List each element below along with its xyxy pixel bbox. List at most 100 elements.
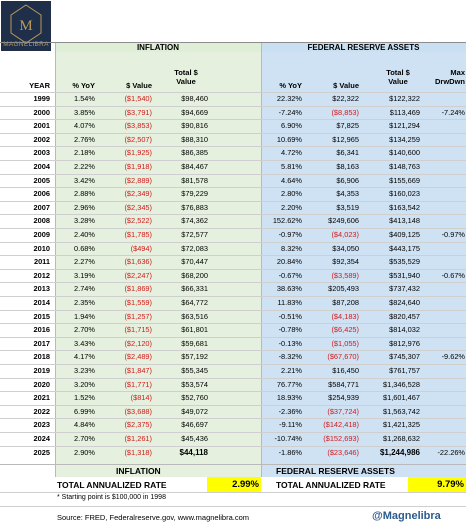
table-row: 2016 2.70% ($1,715) $61,801 -0.78% ($6,425) $8…: [0, 323, 466, 336]
cell-fpct: -7.24%: [278, 107, 302, 117]
cell-fval: $22,322: [332, 94, 359, 103]
cell-itot: $59,681: [181, 338, 208, 348]
cell-year: 2021: [33, 393, 50, 403]
cell-ftot: $1,601,467: [383, 393, 420, 403]
cell-ival: ($3,791): [124, 107, 152, 117]
cell-ftot: $443,175: [389, 243, 420, 253]
cell-year: 2019: [33, 366, 50, 375]
cell-year: 2023: [33, 420, 50, 430]
cell-ftot: $745,307: [389, 352, 420, 362]
cell-fpct: -1.86%: [278, 447, 302, 457]
row-separator: [0, 296, 466, 297]
cell-ipct: 1.52%: [74, 393, 95, 403]
header-year: YEAR: [29, 81, 50, 90]
inflation-rate-label: TOTAL ANNUALIZED RATE: [57, 480, 167, 490]
totals-rule: [0, 464, 466, 465]
cell-fpct: -9.11%: [279, 420, 302, 430]
cell-ftot: $531,940: [389, 270, 420, 280]
table-row: 2018 4.17% ($2,489) $57,192 -8.32% ($67,670) $…: [0, 350, 466, 363]
row-separator: [0, 418, 466, 420]
cell-ipct: 2.18%: [74, 148, 95, 158]
cell-fval: $3,519: [336, 202, 359, 212]
cell-fpct: 76.77%: [276, 379, 302, 389]
cell-fval: ($1,055): [331, 338, 359, 348]
cell-itot: $49,072: [181, 406, 208, 416]
cell-ipct: 1.54%: [74, 94, 95, 103]
cell-ipct: 2.40%: [74, 230, 95, 239]
header-fed-value: $ Value: [333, 81, 359, 90]
cell-ival: ($1,559): [124, 298, 152, 307]
cell-ipct: 2.70%: [74, 434, 95, 443]
table-row: 2008 3.28% ($2,522) $74,362 152.62% $249,606 $…: [0, 214, 466, 227]
cell-year: 2000: [33, 107, 50, 117]
cell-ipct: 3.43%: [74, 338, 95, 348]
footer-inflation-label: INFLATION: [116, 466, 161, 476]
cell-fval: $7,825: [336, 121, 359, 131]
cell-year: 2017: [33, 338, 50, 348]
cell-year: 2004: [33, 162, 50, 171]
cell-ftot: $737,432: [389, 284, 420, 294]
table-row: 2013 2.74% ($1,869) $66,331 38.63% $205,493 $7…: [0, 282, 466, 295]
cell-ftot: $812,976: [389, 338, 420, 348]
row-separator: [0, 146, 466, 148]
cell-year: 2005: [33, 175, 50, 185]
table-row: 2021 1.52% ($814) $52,760 18.93% $254,939 $1,6…: [0, 391, 466, 404]
cell-itot: $52,760: [181, 393, 208, 403]
cell-itot: $88,310: [181, 134, 208, 144]
header-fed-drawdown-line2: DrwDwn: [435, 77, 465, 86]
cell-ipct: 4.07%: [74, 121, 95, 131]
cell-itot: $63,516: [181, 311, 208, 321]
row-separator: [0, 119, 466, 121]
cell-year: 2008: [33, 216, 50, 226]
cell-ipct: 2.27%: [74, 257, 95, 267]
table-row: 2012 3.19% ($2,247) $68,200 -0.67% ($3,589) $5…: [0, 269, 466, 282]
table-row: 2020 3.20% ($1,771) $53,574 76.77% $584,771 $1…: [0, 378, 466, 391]
header-fed-total-line2: Value: [388, 77, 408, 86]
cell-year: 2010: [33, 243, 50, 253]
row-separator: [0, 105, 466, 107]
cell-fpct: 2.21%: [281, 366, 302, 375]
cell-ipct: 2.74%: [74, 284, 95, 294]
row-separator: [0, 268, 466, 270]
cell-ipct: 2.35%: [74, 298, 95, 307]
header-inf-pct: % YoY: [72, 81, 95, 90]
cell-ipct: 0.68%: [74, 243, 95, 253]
cell-fpct: 22.32%: [276, 94, 302, 103]
cell-year: 2020: [33, 379, 50, 389]
cell-fval: $6,341: [336, 148, 359, 158]
cell-fdd: -22.26%: [437, 447, 465, 457]
cell-fval: ($142,418): [323, 420, 359, 430]
cell-ftot: $1,268,632: [383, 434, 420, 443]
cell-fpct: 4.64%: [281, 175, 302, 185]
header-fed-total-line1: Total $: [386, 68, 410, 77]
cell-year: 2011: [33, 257, 50, 267]
cell-ival: ($2,120): [124, 338, 152, 348]
cell-ival: ($1,715): [124, 325, 152, 335]
table-row: 2006 2.88% ($2,349) $79,229 2.80% $4,353 $160,…: [0, 187, 466, 200]
cell-fval: $34,050: [332, 243, 359, 253]
row-separator: [0, 404, 466, 406]
cell-itot: $55,345: [181, 366, 208, 375]
divider-left: [55, 43, 56, 477]
cell-fval: $584,771: [328, 379, 359, 389]
starting-point-note: * Starting point is $100,000 in 1998: [57, 494, 166, 501]
inflation-section-header: INFLATION: [55, 43, 261, 52]
cell-ival: ($1,847): [124, 366, 152, 375]
row-separator: [0, 377, 466, 379]
cell-itot: $72,577: [181, 230, 208, 239]
table-row: 2003 2.18% ($1,925) $86,385 4.72% $6,341 $140,…: [0, 146, 466, 159]
cell-ftot: $535,529: [389, 257, 420, 267]
table-row: 2011 2.27% ($1,636) $70,447 20.84% $92,354 $53…: [0, 255, 466, 268]
cell-fval: $87,208: [332, 298, 359, 307]
cell-fpct: 6.90%: [281, 121, 302, 131]
fed-rate-label: TOTAL ANNUALIZED RATE: [276, 480, 386, 490]
cell-itot: $79,229: [181, 189, 208, 199]
cell-ival: ($1,318): [124, 447, 152, 457]
cell-fval: ($152,693): [323, 434, 359, 443]
cell-year: 2007: [33, 202, 50, 212]
logo-wordmark: MAGNELIBRA: [3, 41, 49, 48]
row-separator: [0, 309, 466, 311]
cell-ftot: $160,023: [389, 189, 420, 199]
cell-ftot: $820,457: [389, 311, 420, 321]
cell-fdd: -9.62%: [441, 352, 465, 362]
